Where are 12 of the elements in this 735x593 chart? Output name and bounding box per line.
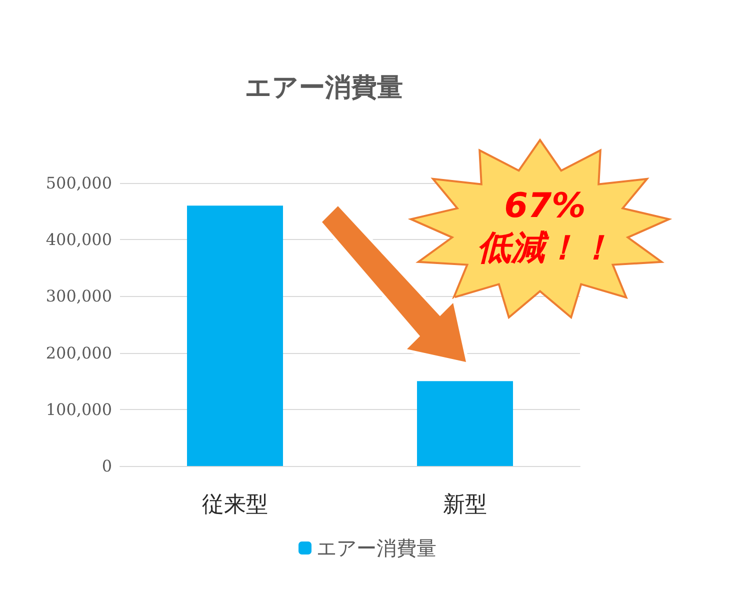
y-tick-label: 500,000 bbox=[46, 174, 112, 192]
x-tick-label: 従来型 bbox=[202, 492, 268, 518]
y-tick-label: 200,000 bbox=[46, 343, 112, 362]
annotation: 67% bbox=[503, 185, 587, 227]
annotation: 低減！！ bbox=[476, 227, 614, 269]
y-tick-label: 100,000 bbox=[46, 400, 112, 419]
legend-label: エアー消費量 bbox=[316, 536, 436, 560]
chart-title: エアー消費量 bbox=[245, 73, 403, 103]
x-tick-label: 新型 bbox=[443, 492, 487, 518]
y-tick-label: 300,000 bbox=[46, 286, 112, 306]
y-tick-label: 400,000 bbox=[46, 230, 112, 250]
y-tick-label: 0 bbox=[102, 456, 112, 476]
